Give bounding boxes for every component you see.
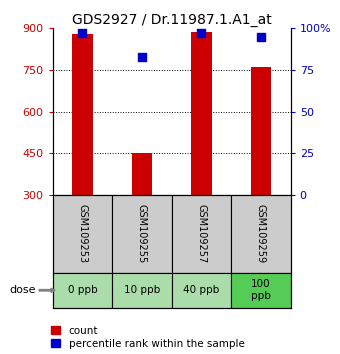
Text: dose: dose: [9, 285, 36, 295]
Bar: [172, 273, 231, 308]
Bar: [231, 195, 291, 273]
Point: [199, 30, 204, 36]
Text: 100
ppb: 100 ppb: [251, 279, 271, 301]
Text: GSM109259: GSM109259: [256, 204, 266, 263]
Bar: [231, 273, 291, 308]
Legend: count, percentile rank within the sample: count, percentile rank within the sample: [51, 326, 245, 349]
Point: [258, 34, 264, 40]
Text: GSM109257: GSM109257: [197, 204, 206, 263]
Bar: [191, 33, 212, 195]
Text: 10 ppb: 10 ppb: [124, 285, 160, 295]
Bar: [53, 273, 112, 308]
Bar: [112, 273, 172, 308]
Text: GSM109255: GSM109255: [137, 204, 147, 263]
Title: GDS2927 / Dr.11987.1.A1_at: GDS2927 / Dr.11987.1.A1_at: [72, 13, 272, 27]
Text: GSM109253: GSM109253: [78, 204, 87, 263]
Bar: [72, 34, 93, 195]
Bar: [112, 195, 172, 273]
Bar: [53, 195, 112, 273]
Bar: [251, 67, 271, 195]
Point: [139, 54, 145, 59]
Text: 0 ppb: 0 ppb: [68, 285, 97, 295]
Text: 40 ppb: 40 ppb: [183, 285, 220, 295]
Bar: [132, 153, 152, 195]
Bar: [172, 195, 231, 273]
Point: [80, 30, 85, 36]
